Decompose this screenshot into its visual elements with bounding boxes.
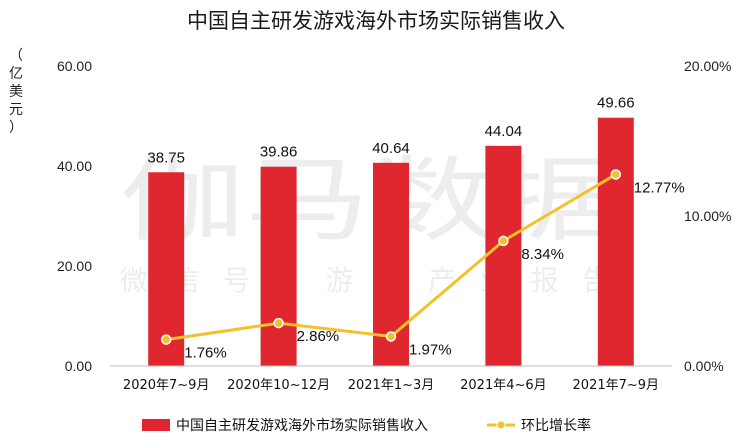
- bar: [260, 166, 297, 366]
- category-labels: 2020年7~9月 2020年10~12月 2021年1~3月 2021年4~6月 20…: [123, 378, 659, 393]
- watermark-sub: 微信号：游戏产业报告: [120, 264, 610, 297]
- y-unit-char: ）: [9, 120, 23, 136]
- line-point: [273, 317, 284, 329]
- watermark-main: 伽马数据: [120, 147, 620, 254]
- bar: [148, 172, 185, 366]
- category-label: 2021年1~3月: [348, 378, 435, 393]
- legend-bar-swatch: [142, 419, 170, 431]
- right-tick-label: 10.00%: [684, 208, 731, 224]
- y-unit-char: 美: [9, 84, 23, 100]
- left-tick-label: 60.00: [57, 58, 92, 74]
- line-series: [160, 169, 622, 345]
- line-point: [498, 235, 509, 247]
- left-tick-label: 0.00: [65, 358, 92, 374]
- category-label: 2020年10~12月: [227, 378, 330, 393]
- line-point: [160, 334, 172, 345]
- right-tick-label: 0.00%: [684, 358, 724, 374]
- y-axis-unit-label: （ 亿美元 ）: [9, 48, 23, 136]
- bar-series: [148, 117, 634, 366]
- line-data-label: 8.34%: [521, 246, 564, 263]
- legend-line-label: 环比增长率: [521, 417, 591, 434]
- legend-bar-label: 中国自主研发游戏海外市场实际销售收入: [176, 417, 428, 434]
- legend: 中国自主研发游戏海外市场实际销售收入 环比增长率: [142, 417, 591, 434]
- line-data-labels: 1.76% 2.86% 1.97% 8.34% 12.77%: [184, 179, 684, 361]
- category-label: 2020年7~9月: [123, 378, 210, 393]
- legend-line-marker: [496, 420, 506, 430]
- category-label: 2021年4~6月: [460, 378, 547, 393]
- bar-data-label: 39.86: [260, 144, 298, 161]
- line-data-label: 1.97%: [409, 341, 452, 358]
- line-data-label: 1.76%: [184, 345, 227, 362]
- left-tick-label: 20.00: [57, 258, 92, 274]
- chart-title: 中国自主研发游戏海外市场实际销售收入: [187, 9, 565, 33]
- left-axis-ticks: 0.00 20.00 40.00 60.00: [57, 58, 92, 374]
- bar-data-label: 38.75: [147, 149, 185, 166]
- line-data-label: 12.77%: [634, 179, 685, 196]
- left-tick-label: 40.00: [57, 158, 92, 174]
- y-unit-char: （: [9, 48, 23, 64]
- bar-data-label: 40.64: [372, 140, 410, 157]
- bar: [485, 145, 522, 366]
- line-data-label: 2.86%: [297, 328, 340, 345]
- right-axis-ticks: 0.00% 10.00% 20.00%: [684, 58, 731, 374]
- line-point: [610, 169, 622, 180]
- bar-data-label: 44.04: [485, 123, 523, 140]
- y-unit-char: 元: [9, 102, 23, 118]
- watermark: 伽马数据 微信号：游戏产业报告: [120, 147, 620, 297]
- line-point: [385, 331, 397, 342]
- bar: [597, 117, 634, 366]
- category-label: 2021年7~9月: [573, 378, 660, 393]
- right-tick-label: 20.00%: [684, 58, 731, 74]
- y-unit-char: 亿: [9, 66, 23, 82]
- bar-data-labels: 38.75 39.86 40.64 44.04 49.66: [147, 95, 634, 167]
- bar-data-label: 49.66: [597, 95, 635, 112]
